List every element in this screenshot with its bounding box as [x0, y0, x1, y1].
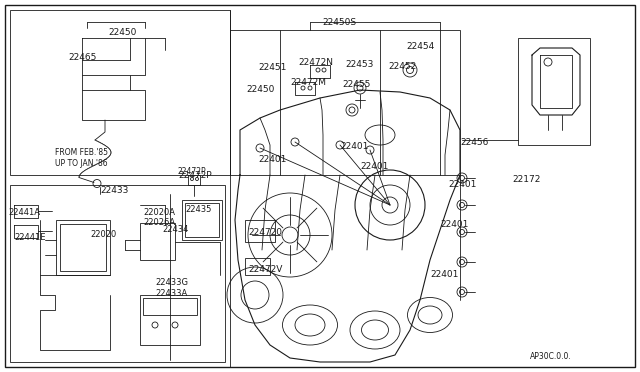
Bar	[185, 203, 219, 237]
Bar	[230, 30, 460, 175]
Text: AP30C.0.0.: AP30C.0.0.	[530, 352, 572, 361]
Text: 22472M: 22472M	[290, 78, 326, 87]
Bar	[143, 298, 197, 315]
Bar	[10, 10, 230, 175]
Text: 22435: 22435	[185, 205, 211, 214]
Bar	[56, 220, 110, 275]
Text: 22454: 22454	[406, 42, 435, 51]
Text: 22455: 22455	[342, 80, 371, 89]
Bar	[245, 258, 270, 275]
Text: 22472P: 22472P	[178, 171, 212, 180]
Text: 22401: 22401	[258, 155, 286, 164]
Text: 22450S: 22450S	[322, 18, 356, 27]
Text: 22433: 22433	[100, 186, 129, 195]
Text: 22401: 22401	[340, 142, 369, 151]
Text: 22472P: 22472P	[178, 167, 207, 176]
Bar	[182, 200, 222, 240]
Bar	[10, 185, 225, 362]
Text: 22433G: 22433G	[155, 278, 188, 287]
Bar	[60, 224, 106, 271]
Text: 22451: 22451	[258, 63, 286, 72]
Text: 22472N: 22472N	[298, 58, 333, 67]
Bar	[518, 38, 590, 145]
Text: 22441E: 22441E	[14, 233, 45, 242]
Text: 22465: 22465	[68, 53, 97, 62]
Text: 22472V: 22472V	[248, 265, 282, 274]
Text: 22020: 22020	[90, 230, 116, 239]
Text: 22441A: 22441A	[8, 208, 40, 217]
Text: 22026A: 22026A	[143, 218, 175, 227]
Text: UP TO JAN.'86: UP TO JAN.'86	[55, 159, 108, 168]
Text: 22401: 22401	[360, 162, 388, 171]
Text: 22434: 22434	[162, 225, 188, 234]
Text: 22401: 22401	[440, 220, 468, 229]
Text: 22433A: 22433A	[155, 289, 188, 298]
Bar	[140, 223, 175, 260]
Text: 22453: 22453	[345, 60, 373, 69]
Text: 22452: 22452	[388, 62, 416, 71]
Text: 22401: 22401	[430, 270, 458, 279]
Text: 22450: 22450	[246, 85, 275, 94]
Text: FROM FEB.'85: FROM FEB.'85	[55, 148, 108, 157]
Text: 22401: 22401	[448, 180, 476, 189]
Text: 22450: 22450	[108, 28, 136, 37]
Text: 22456: 22456	[460, 138, 488, 147]
Text: 224720: 224720	[248, 228, 282, 237]
Bar	[245, 220, 275, 242]
Bar	[140, 295, 200, 345]
Text: 22172: 22172	[512, 175, 540, 184]
Text: 22020A: 22020A	[143, 208, 175, 217]
